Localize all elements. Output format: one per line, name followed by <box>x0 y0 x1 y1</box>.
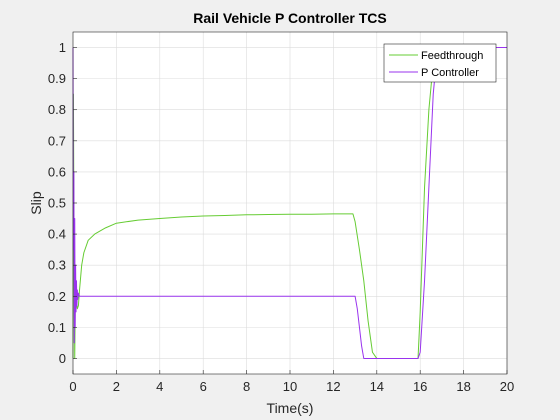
y-tick-label: 1 <box>59 40 66 55</box>
x-axis-label: Time(s) <box>267 400 314 416</box>
y-axis-label: Slip <box>28 191 44 215</box>
x-tick-label: 6 <box>200 379 207 394</box>
y-tick-label: 0.9 <box>48 71 66 86</box>
x-tick-label: 4 <box>156 379 163 394</box>
y-tick-label: 0.1 <box>48 320 66 335</box>
x-tick-label: 18 <box>456 379 470 394</box>
y-tick-label: 0.5 <box>48 196 66 211</box>
y-tick-label: 0.2 <box>48 289 66 304</box>
series-line-p-controller <box>72 47 507 359</box>
x-tick-label: 0 <box>69 379 76 394</box>
y-tick-label: 0 <box>59 351 66 366</box>
x-tick-label: 16 <box>413 379 427 394</box>
x-tick-label: 2 <box>113 379 120 394</box>
legend-label-feedthrough: Feedthrough <box>421 50 483 62</box>
y-tick-label: 0.4 <box>48 227 66 242</box>
y-tick-label: 0.7 <box>48 133 66 148</box>
series-line-feedthrough <box>72 47 507 359</box>
legend-box <box>383 43 497 83</box>
y-tick-label: 0.6 <box>48 164 66 179</box>
series-layer <box>72 47 507 359</box>
chart-title: Rail Vehicle P Controller TCS <box>193 10 386 26</box>
x-tick-label: 14 <box>370 379 384 394</box>
x-tick-label: 8 <box>243 379 250 394</box>
ticks: 0 2 4 6 8 10 12 14 16 18 20 0 0.1 0.2 0.3 0.4 0.5 0.6 0.7 0… <box>48 40 514 394</box>
x-tick-label: 12 <box>326 379 340 394</box>
x-tick-label: 20 <box>500 379 514 394</box>
y-tick-label: 0.8 <box>48 102 66 117</box>
legend: Feedthrough P Controller <box>383 43 497 83</box>
x-tick-label: 10 <box>283 379 297 394</box>
y-tick-label: 0.3 <box>48 258 66 273</box>
legend-label-p-controller: P Controller <box>421 67 479 79</box>
